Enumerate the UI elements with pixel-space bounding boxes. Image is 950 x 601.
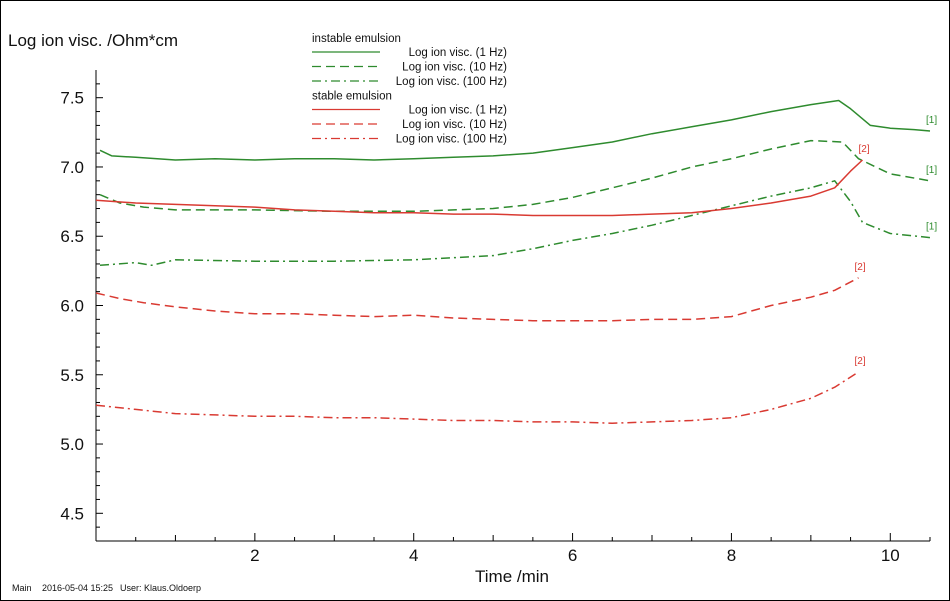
- series-line-stable-1: [95, 277, 859, 322]
- footer-user: User: Klaus.Oldoerp: [120, 583, 201, 593]
- series-line-instable-0: [99, 99, 931, 161]
- y-axis-label: Log ion visc. /Ohm*cm: [8, 31, 178, 50]
- legend-entry: Log ion visc. (100 Hz): [396, 76, 507, 88]
- legend-group-title: instable emulsion: [312, 33, 401, 45]
- legend-entry: Log ion visc. (10 Hz): [402, 62, 507, 74]
- y-tick-label: 5.5: [60, 366, 84, 385]
- legend-entry: Log ion visc. (100 Hz): [396, 134, 507, 146]
- legend-entry: Log ion visc. (1 Hz): [409, 105, 508, 117]
- series-end-label: [1]: [926, 165, 937, 176]
- x-tick-label: 6: [568, 546, 577, 565]
- legend-entry: Log ion visc. (1 Hz): [409, 47, 508, 59]
- x-tick-label: 2: [250, 546, 259, 565]
- x-tick-label: 10: [881, 546, 900, 565]
- y-tick-label: 4.5: [60, 504, 84, 523]
- series-end-label: [2]: [855, 262, 866, 273]
- y-tick-label: 7.0: [60, 158, 84, 177]
- footer-left: Main: [12, 583, 32, 593]
- series-line-instable-2: [99, 180, 931, 267]
- axes: 4.5 5.0 5.5 6.0 6.5 7.0 7.5 2 4 6 8 10: [60, 70, 931, 565]
- series-line-stable-0: [95, 159, 864, 217]
- footer-datetime: 2016-05-04 15:25: [42, 583, 113, 593]
- plot-area: [1] [1] [1] [2] [2] [2]: [95, 99, 937, 424]
- y-tick-label: 6.5: [60, 227, 84, 246]
- y-tick-label: 6.0: [60, 297, 84, 316]
- legend-group-title: stable emulsion: [312, 91, 392, 103]
- legend: instable emulsion Log ion visc. (1 Hz) Log…: [312, 33, 507, 146]
- y-tick-label: 5.0: [60, 435, 84, 454]
- y-tick-label: 7.5: [60, 89, 84, 108]
- legend-entry: Log ion visc. (10 Hz): [402, 119, 507, 131]
- series-line-stable-2: [95, 371, 859, 424]
- series-end-label: [2]: [858, 144, 869, 155]
- series-end-label: [2]: [855, 356, 866, 367]
- x-tick-label: 8: [727, 546, 736, 565]
- x-tick-label: 4: [409, 546, 418, 565]
- x-axis-label: Time /min: [475, 567, 549, 586]
- series-end-label: [1]: [926, 222, 937, 233]
- series-end-label: [1]: [926, 115, 937, 126]
- series-line-instable-1: [99, 139, 931, 213]
